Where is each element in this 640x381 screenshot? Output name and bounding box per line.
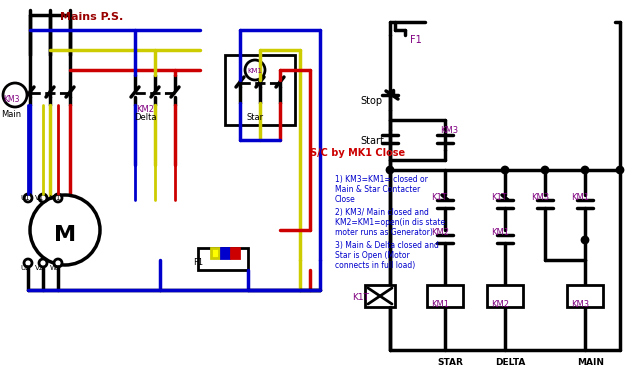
Circle shape [39, 259, 47, 267]
Bar [211, 248, 219, 258]
Text: MAIN: MAIN [577, 358, 604, 367]
Text: Star: Star [246, 113, 264, 122]
Text: STAR: STAR [437, 358, 463, 367]
Text: KM3: KM3 [571, 300, 589, 309]
Circle shape [30, 195, 100, 265]
Text: F1: F1 [410, 35, 422, 45]
Text: KM3: KM3 [440, 126, 458, 135]
Text: 3) Main & Delta closed and: 3) Main & Delta closed and [335, 241, 439, 250]
Text: KM2: KM2 [491, 300, 509, 309]
Bar [487, 285, 523, 307]
Text: U1: U1 [20, 195, 29, 201]
Text: KM3: KM3 [531, 193, 549, 202]
Bar [225, 55, 295, 125]
Text: S/C by MK1 Close: S/C by MK1 Close [310, 148, 405, 158]
Text: Delta: Delta [134, 113, 156, 122]
Circle shape [54, 194, 62, 202]
Bar [198, 248, 248, 270]
Text: K1T: K1T [491, 193, 507, 202]
Circle shape [24, 259, 32, 267]
Text: moter runs as Generator): moter runs as Generator) [335, 228, 433, 237]
Text: U2: U2 [20, 265, 29, 271]
Circle shape [502, 167, 508, 173]
Text: Main & Star Contacter: Main & Star Contacter [335, 185, 420, 194]
Text: KM1: KM1 [571, 193, 589, 202]
Text: DELTA: DELTA [495, 358, 525, 367]
Text: KM1: KM1 [248, 68, 262, 74]
Text: V1: V1 [35, 195, 44, 201]
Circle shape [54, 259, 62, 267]
Text: F1: F1 [193, 258, 203, 267]
Text: KM2=KM1=open(in dis state: KM2=KM1=open(in dis state [335, 218, 445, 227]
Circle shape [39, 194, 47, 202]
Text: Main: Main [1, 110, 21, 119]
Bar [231, 248, 239, 258]
Bar [221, 248, 229, 258]
Text: KM2: KM2 [136, 105, 154, 114]
Text: Star is Open (Motor: Star is Open (Motor [335, 251, 410, 260]
Bar [427, 285, 463, 307]
Circle shape [542, 167, 548, 173]
Circle shape [24, 194, 32, 202]
Circle shape [582, 237, 588, 243]
Text: W2: W2 [50, 265, 61, 271]
Text: Mains P.S.: Mains P.S. [60, 12, 124, 22]
Text: Close: Close [335, 195, 356, 204]
Text: Start: Start [360, 136, 384, 146]
Text: KM1: KM1 [491, 228, 509, 237]
Circle shape [582, 167, 588, 173]
Text: KM1: KM1 [431, 300, 449, 309]
Bar [567, 285, 603, 307]
Text: K1T: K1T [352, 293, 369, 302]
Circle shape [387, 167, 393, 173]
Text: KM2: KM2 [431, 228, 449, 237]
Bar [365, 285, 395, 307]
Text: W1: W1 [50, 195, 61, 201]
Text: V2: V2 [35, 265, 44, 271]
Text: Stop: Stop [360, 96, 382, 106]
Text: KM3: KM3 [3, 94, 19, 104]
Text: connects in full load): connects in full load) [335, 261, 415, 270]
Text: 2) KM3/ Main closed and: 2) KM3/ Main closed and [335, 208, 429, 217]
Circle shape [3, 83, 27, 107]
Circle shape [245, 60, 265, 80]
Circle shape [617, 167, 623, 173]
Text: 1) KM3=KM1= closed or: 1) KM3=KM1= closed or [335, 175, 428, 184]
Text: M: M [54, 225, 76, 245]
Text: K1T: K1T [431, 193, 447, 202]
